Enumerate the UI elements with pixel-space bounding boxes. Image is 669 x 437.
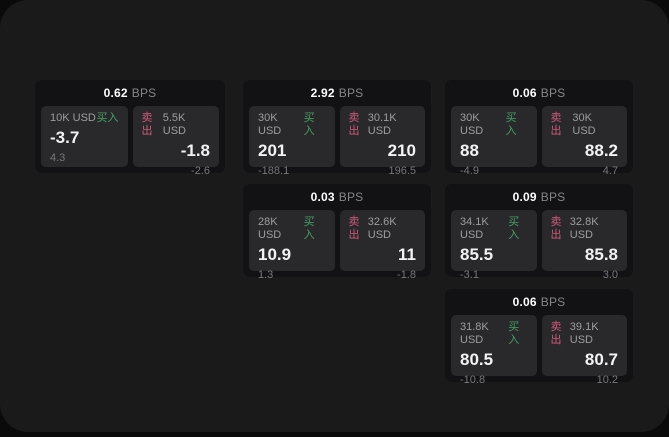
sell-label: 卖出 bbox=[550, 112, 562, 137]
card-body: 31.8K USD 买入 80.5 -10.8 卖出 39.1K USD 80.… bbox=[445, 315, 633, 386]
sell-main-value: 80.7 bbox=[584, 350, 618, 369]
buy-sub-value: 1.3 bbox=[258, 269, 274, 281]
bps-unit: BPS bbox=[540, 86, 566, 100]
buy-main-value: 201 bbox=[258, 141, 287, 160]
buy-panel[interactable]: 28K USD 买入 10.9 1.3 bbox=[249, 210, 335, 281]
sell-sub-value: -2.6 bbox=[191, 165, 210, 177]
bps-unit: BPS bbox=[540, 295, 566, 309]
sell-main-value: 88.2 bbox=[584, 141, 618, 160]
sell-label: 卖出 bbox=[141, 112, 153, 137]
card-header: 0.09 BPS bbox=[445, 184, 633, 210]
quote-card[interactable]: 0.06 BPS 30K USD 买入 88 -4.9 卖出 30K USD 8… bbox=[445, 80, 633, 177]
buy-panel[interactable]: 34.1K USD 买入 85.5 -3.1 bbox=[451, 210, 537, 281]
buy-label: 买入 bbox=[303, 216, 315, 241]
sell-label: 卖出 bbox=[550, 216, 562, 241]
card-header: 0.03 BPS bbox=[243, 184, 431, 210]
card-body: 10K USD 买入 -3.7 4.3 卖出 5.5K USD -1.8 -2.… bbox=[35, 106, 225, 177]
buy-main-value: 10.9 bbox=[258, 245, 292, 264]
buy-main-value: 85.5 bbox=[460, 245, 494, 264]
buy-sub-value: -4.9 bbox=[460, 165, 479, 177]
card-body: 34.1K USD 买入 85.5 -3.1 卖出 32.8K USD 85.8… bbox=[445, 210, 633, 281]
sell-sub-value: 10.2 bbox=[596, 374, 618, 386]
bps-unit: BPS bbox=[131, 86, 157, 100]
card-body: 30K USD 买入 201 -188.1 卖出 30.1K USD 210 1… bbox=[243, 106, 431, 177]
card-body: 30K USD 买入 88 -4.9 卖出 30K USD 88.2 4.7 bbox=[445, 106, 633, 177]
bps-unit: BPS bbox=[540, 190, 566, 204]
card-header: 2.92 BPS bbox=[243, 80, 431, 106]
buy-label: 买入 bbox=[505, 112, 517, 137]
sell-sub-value: -1.8 bbox=[397, 269, 416, 281]
sell-panel[interactable]: 卖出 32.6K USD 11 -1.8 bbox=[339, 210, 425, 281]
quote-card[interactable]: 0.03 BPS 28K USD 买入 10.9 1.3 卖出 32.6K US… bbox=[243, 184, 431, 281]
sell-label: 卖出 bbox=[348, 112, 360, 137]
buy-main-value: -3.7 bbox=[50, 128, 80, 147]
buy-sub-value: 4.3 bbox=[50, 152, 66, 164]
sell-main-value: 11 bbox=[398, 245, 416, 264]
buy-sub-value: -3.1 bbox=[460, 269, 479, 281]
sell-main-value: 85.8 bbox=[584, 245, 618, 264]
sell-main-value: -1.8 bbox=[180, 141, 210, 160]
buy-sub-value: -188.1 bbox=[258, 165, 290, 177]
buy-amount: 30K USD bbox=[460, 112, 484, 137]
buy-label: 买入 bbox=[508, 321, 520, 346]
sell-amount: 30.1K USD bbox=[367, 112, 397, 137]
quote-card[interactable]: 0.62 BPS 10K USD 买入 -3.7 4.3 卖出 5.5K USD… bbox=[35, 80, 225, 177]
buy-amount: 34.1K USD bbox=[460, 216, 489, 241]
buy-amount: 10K USD bbox=[50, 112, 96, 124]
sell-sub-value: 4.7 bbox=[602, 165, 618, 177]
buy-panel[interactable]: 10K USD 买入 -3.7 4.3 bbox=[41, 106, 128, 167]
bps-value: 0.06 bbox=[512, 86, 537, 100]
bps-value: 0.03 bbox=[310, 190, 335, 204]
sell-amount: 39.1K USD bbox=[569, 321, 599, 346]
buy-amount: 31.8K USD bbox=[460, 321, 489, 346]
bps-value: 0.62 bbox=[103, 86, 128, 100]
sell-panel[interactable]: 卖出 32.8K USD 85.8 3.0 bbox=[541, 210, 627, 281]
buy-sub-value: -10.8 bbox=[460, 374, 486, 386]
card-header: 0.06 BPS bbox=[445, 289, 633, 315]
sell-panel[interactable]: 卖出 30K USD 88.2 4.7 bbox=[541, 106, 627, 177]
sell-amount: 30K USD bbox=[572, 112, 596, 137]
sell-sub-value: 3.0 bbox=[602, 269, 618, 281]
bps-value: 0.09 bbox=[512, 190, 537, 204]
buy-main-value: 80.5 bbox=[460, 350, 494, 369]
sell-amount: 32.6K USD bbox=[367, 216, 397, 241]
sell-sub-value: 196.5 bbox=[388, 165, 416, 177]
buy-main-value: 88 bbox=[460, 141, 479, 160]
card-header: 0.06 BPS bbox=[445, 80, 633, 106]
sell-panel[interactable]: 卖出 39.1K USD 80.7 10.2 bbox=[541, 315, 627, 386]
sell-amount: 32.8K USD bbox=[569, 216, 599, 241]
quote-card[interactable]: 2.92 BPS 30K USD 买入 201 -188.1 卖出 30.1K … bbox=[243, 80, 431, 177]
sell-amount: 5.5K USD bbox=[162, 112, 186, 137]
sell-panel[interactable]: 卖出 30.1K USD 210 196.5 bbox=[339, 106, 425, 177]
bps-unit: BPS bbox=[338, 190, 364, 204]
quote-card[interactable]: 0.09 BPS 34.1K USD 买入 85.5 -3.1 卖出 32.8K… bbox=[445, 184, 633, 281]
sell-panel[interactable]: 卖出 5.5K USD -1.8 -2.6 bbox=[132, 106, 219, 177]
card-header: 0.62 BPS bbox=[35, 80, 225, 106]
bps-value: 0.06 bbox=[512, 295, 537, 309]
sell-label: 卖出 bbox=[348, 216, 360, 241]
card-body: 28K USD 买入 10.9 1.3 卖出 32.6K USD 11 -1.8 bbox=[243, 210, 431, 281]
buy-label: 买入 bbox=[303, 112, 315, 137]
sell-label: 卖出 bbox=[550, 321, 562, 346]
buy-label: 买入 bbox=[96, 112, 119, 124]
buy-label: 买入 bbox=[508, 216, 520, 241]
buy-panel[interactable]: 30K USD 买入 201 -188.1 bbox=[249, 106, 335, 177]
bps-value: 2.92 bbox=[310, 86, 335, 100]
buy-amount: 30K USD bbox=[258, 112, 282, 137]
sell-main-value: 210 bbox=[387, 141, 416, 160]
buy-panel[interactable]: 31.8K USD 买入 80.5 -10.8 bbox=[451, 315, 537, 386]
bps-unit: BPS bbox=[338, 86, 364, 100]
buy-amount: 28K USD bbox=[258, 216, 282, 241]
quote-card[interactable]: 0.06 BPS 31.8K USD 买入 80.5 -10.8 卖出 39.1… bbox=[445, 289, 633, 386]
buy-panel[interactable]: 30K USD 买入 88 -4.9 bbox=[451, 106, 537, 177]
